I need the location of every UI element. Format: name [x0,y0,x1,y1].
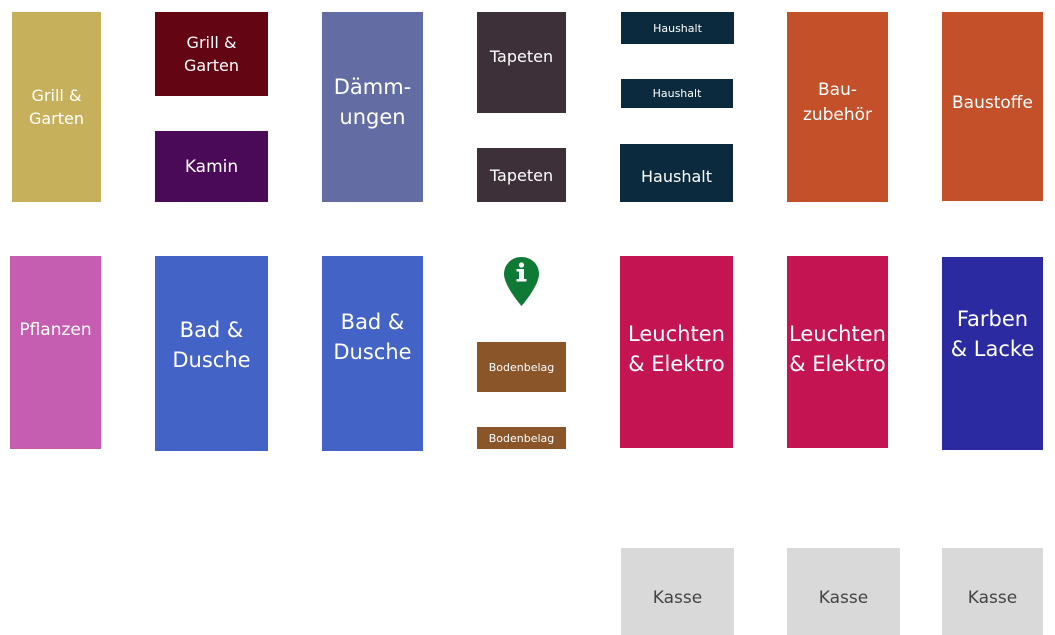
dept-label: Baustoffe [952,92,1033,113]
dept-label: Bodenbelag [488,360,555,374]
dept-label: Tapeten [489,47,554,66]
dept-grill-garten-1[interactable]: Grill & Garten [12,12,101,202]
dept-label: Pflanzen [19,320,92,340]
dept-bad-dusche-1[interactable]: Bad & Dusche [155,256,268,451]
checkout-kasse-3[interactable]: Kasse [942,548,1043,635]
dept-kamin[interactable]: Kamin [155,131,268,202]
dept-label: Haushalt [653,21,702,35]
dept-bodenbelag-2[interactable]: Bodenbelag [477,427,566,449]
dept-grill-garten-2[interactable]: Grill & Garten [155,12,268,96]
dept-label: Bad & Dusche [333,309,412,364]
dept-bauzubehoer[interactable]: Bau- zubehör [787,12,888,202]
dept-bodenbelag-1[interactable]: Bodenbelag [477,342,566,392]
dept-label: Bau- zubehör [802,80,873,125]
dept-label: Farben & Lacke [950,306,1035,361]
dept-label: Haushalt [652,87,702,100]
dept-daemmungen[interactable]: Dämm- ungen [322,12,423,202]
dept-haushalt-3[interactable]: Haushalt [620,144,733,202]
dept-leuchten-elektro-2[interactable]: Leuchten & Elektro [787,256,888,448]
dept-bad-dusche-2[interactable]: Bad & Dusche [322,256,423,451]
dept-label: Kasse [818,587,869,608]
dept-tapeten-2[interactable]: Tapeten [477,148,566,202]
dept-farben-lacke[interactable]: Farben & Lacke [942,257,1043,450]
dept-label: Kasse [652,587,703,608]
dept-haushalt-2[interactable]: Haushalt [621,79,733,108]
dept-label: Grill & Garten [28,86,85,128]
checkout-kasse-2[interactable]: Kasse [787,548,900,635]
dept-label: Kamin [184,156,239,177]
checkout-kasse-1[interactable]: Kasse [621,548,734,635]
dept-label: Grill & Garten [183,33,240,75]
dept-label: Leuchten & Elektro [789,322,886,376]
dept-label: Bodenbelag [488,431,555,445]
info-pin-icon[interactable] [503,256,540,308]
dept-label: Tapeten [489,165,554,185]
dept-baustoffe[interactable]: Baustoffe [942,12,1043,201]
dept-label: Dämm- ungen [333,75,412,129]
dept-tapeten-1[interactable]: Tapeten [477,12,566,113]
dept-label: Kasse [967,587,1018,608]
dept-leuchten-elektro-1[interactable]: Leuchten & Elektro [620,256,733,448]
dept-label: Bad & Dusche [172,317,251,372]
dept-label: Haushalt [641,166,712,186]
dept-pflanzen[interactable]: Pflanzen [10,256,101,449]
dept-label: Leuchten & Elektro [628,322,725,376]
dept-haushalt-1[interactable]: Haushalt [621,12,734,44]
